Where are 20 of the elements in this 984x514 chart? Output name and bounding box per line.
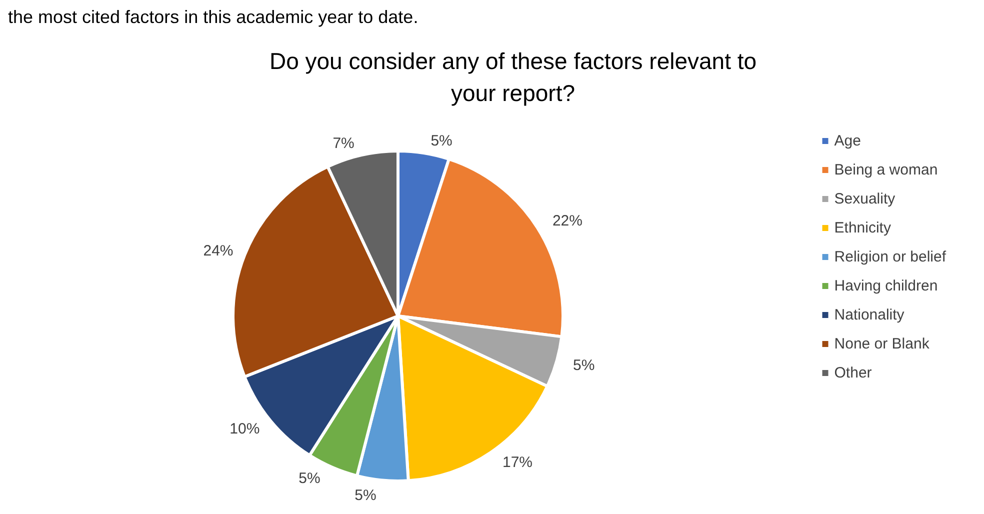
legend-label: Other [834,364,872,382]
chart-title: Do you consider any of these factors relevant to your report? [269,48,757,106]
data-label: 5% [430,132,452,150]
data-label: 7% [332,134,354,152]
data-label: 5% [572,356,595,374]
legend-label: Ethnicity [834,220,892,236]
legend-label: Nationality [834,306,905,324]
legend-label: None or Blank [834,336,930,352]
legend-label: Age [834,132,861,150]
data-label: 5% [354,486,376,504]
legend-label: Being a woman [834,162,938,178]
legend-label: Religion or belief [834,248,947,266]
data-label: 5% [298,470,320,487]
data-label: 24% [203,242,234,260]
legend-label: Sexuality [834,190,896,208]
data-label: 10% [230,420,260,438]
legend-label: Having children [834,278,938,294]
data-label: 22% [552,212,582,230]
data-label: 17% [502,454,533,471]
text: the most cited factors in this academic year to date. [8,7,418,27]
